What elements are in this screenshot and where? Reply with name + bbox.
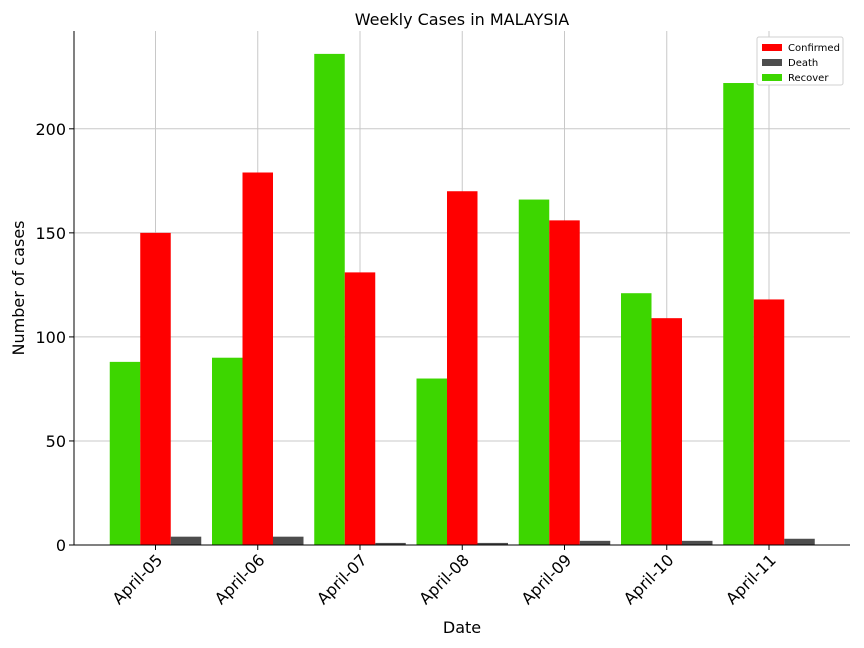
bar-death-april-07: [375, 542, 406, 545]
legend-swatch-recover: [762, 74, 782, 81]
legend-label-recover: Recover: [788, 73, 829, 84]
bar-confirmed-april-07: [344, 272, 376, 545]
bar-death-april-05: [170, 536, 202, 545]
y-tick-label: 200: [35, 120, 66, 139]
bar-recover-april-05: [109, 361, 141, 545]
bar-confirmed-april-05: [140, 232, 171, 545]
x-tick-label: April-08: [415, 550, 473, 608]
x-tick-label: April-11: [722, 550, 780, 608]
x-tick-label: April-10: [620, 550, 678, 608]
bar-confirmed-april-10: [651, 318, 682, 545]
legend: Confirmed Death Recover: [756, 36, 844, 86]
y-tick-label: 50: [46, 432, 66, 451]
y-axis-label: Number of cases: [9, 221, 28, 356]
bar-death-april-08: [477, 542, 508, 545]
x-axis-label: Date: [443, 618, 481, 637]
bar-confirmed-april-06: [242, 172, 273, 545]
y-tick-label: 100: [35, 328, 66, 347]
x-tick-label: April-09: [518, 550, 576, 608]
x-tick-label: April-06: [211, 550, 269, 608]
bar-death-april-09: [579, 540, 611, 545]
bar-recover-april-10: [621, 293, 652, 545]
bar-death-april-10: [682, 540, 713, 545]
chart-title: Weekly Cases in MALAYSIA: [355, 10, 569, 29]
bar-confirmed-april-11: [753, 299, 785, 545]
x-tick-label: April-07: [313, 550, 371, 608]
y-ticks: 0 50 100 150 200: [35, 120, 74, 555]
bars: [109, 53, 815, 546]
bar-death-april-11: [784, 538, 815, 545]
bar-recover-april-08: [416, 378, 447, 545]
legend-label-death: Death: [788, 58, 818, 69]
legend-swatch-death: [762, 59, 782, 66]
y-tick-label: 0: [56, 536, 66, 555]
y-tick-label: 150: [35, 224, 66, 243]
bar-recover-april-11: [723, 83, 754, 545]
bar-death-april-06: [273, 536, 304, 545]
bar-recover-april-07: [314, 53, 345, 546]
legend-swatch-confirmed: [762, 44, 782, 51]
x-tick-label: April-05: [109, 550, 167, 608]
legend-label-confirmed: Confirmed: [788, 43, 840, 54]
bar-confirmed-april-08: [447, 191, 478, 546]
x-ticks: April-05 April-06 April-07 April-08 April-09…: [109, 545, 780, 608]
bar-confirmed-april-09: [549, 220, 580, 546]
bar-recover-april-06: [212, 357, 243, 545]
bar-recover-april-09: [518, 199, 550, 545]
